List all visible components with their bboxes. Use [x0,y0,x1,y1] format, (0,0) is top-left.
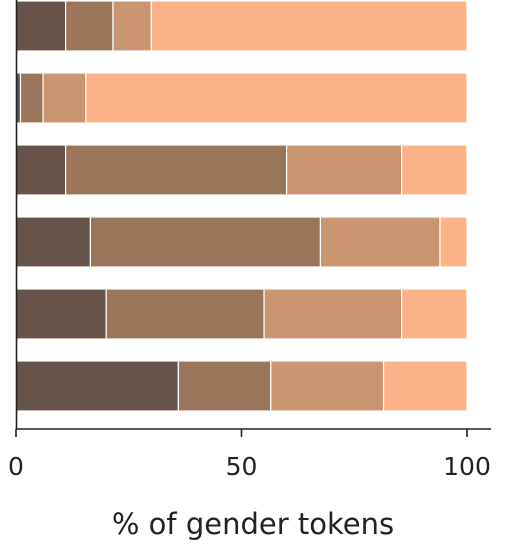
bar-segment-row1-s2 [65,0,114,52]
bar-segment-row6-s2 [177,360,272,412]
bar-segment-row5-s4 [401,288,468,340]
bar-segment-row2-s4 [85,72,468,124]
bar-segment-row6-s4 [382,360,468,412]
bar-segment-row4-s1 [15,216,92,268]
bar-segment-row1-s1 [15,0,67,52]
bar-segment-row1-s3 [112,0,152,52]
x-axis-title: % of gender tokens [112,507,394,541]
bar-segment-row4-s2 [89,216,322,268]
bar-segment-row2-s2 [19,72,44,124]
bar-segment-row3-s2 [65,144,288,196]
bar-segment-row3-s3 [286,144,403,196]
bar-segment-row5-s1 [15,288,107,340]
x-tick-label-50: 50 [226,452,258,481]
bars-group [15,0,468,412]
x-tick-label-100: 100 [443,452,491,481]
bar-segment-row6-s3 [270,360,385,412]
bar-segment-row4-s3 [319,216,441,268]
bar-segment-row3-s4 [401,144,468,196]
bar-segment-row5-s3 [263,288,403,340]
bar-segment-row1-s4 [150,0,468,52]
bar-segment-row4-s4 [439,216,468,268]
x-tick-label-0: 0 [8,452,24,481]
bar-segment-row3-s1 [15,144,67,196]
x-ticks-group: 0 50 100 [8,429,491,481]
bar-segment-row5-s2 [105,288,265,340]
bar-segment-row2-s3 [42,72,87,124]
bar-segment-row6-s1 [15,360,179,412]
